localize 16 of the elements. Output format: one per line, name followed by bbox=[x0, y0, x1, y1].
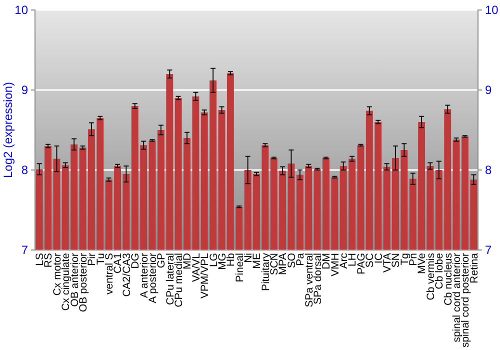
x-tick-label: RS bbox=[42, 253, 55, 268]
y2-tick-label: 7 bbox=[485, 242, 492, 257]
y-tick-label: 8 bbox=[21, 162, 28, 177]
x-tick-label: A posterior bbox=[146, 252, 159, 304]
y-tick-label: 10 bbox=[14, 2, 28, 17]
y2-tick-label: 8 bbox=[485, 162, 492, 177]
y2-tick-label: 9 bbox=[485, 82, 492, 97]
x-tick-label: SO bbox=[286, 253, 298, 268]
y2-tick-label: 10 bbox=[485, 2, 499, 17]
x-tick-label: SPa dorsal bbox=[312, 253, 324, 304]
y-tick-label: 9 bbox=[21, 82, 28, 97]
x-tick-label: DG bbox=[130, 253, 142, 269]
y-axis-title: Log2 (expression) bbox=[1, 82, 15, 178]
x-tick-label: OB posterior bbox=[77, 252, 90, 312]
y-tick-label: 7 bbox=[21, 242, 28, 257]
x-tick-label: Tg bbox=[398, 252, 411, 266]
